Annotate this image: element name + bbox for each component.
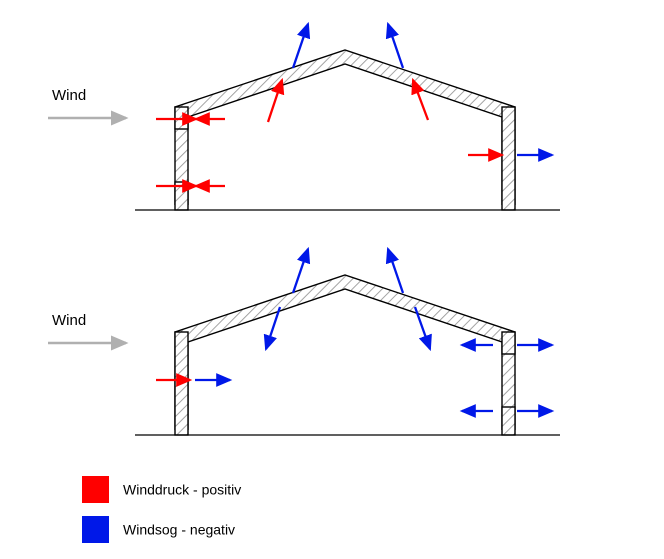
legend: Winddruck - positiv Windsog - negativ [82, 476, 241, 543]
legend-label-negative: Windsog - negativ [123, 521, 235, 537]
legend-swatch-positive [82, 476, 109, 503]
legend-label-positive: Winddruck - positiv [123, 481, 241, 497]
scenario: Wind [48, 24, 560, 210]
legend-swatch-negative [82, 516, 109, 543]
wind-label: Wind [52, 312, 86, 329]
wind-load-diagram: Wind Wind Winddruck - positiv Windsog - neg… [0, 0, 664, 559]
wind-label: Wind [52, 87, 86, 104]
scenario: Wind [48, 249, 560, 435]
